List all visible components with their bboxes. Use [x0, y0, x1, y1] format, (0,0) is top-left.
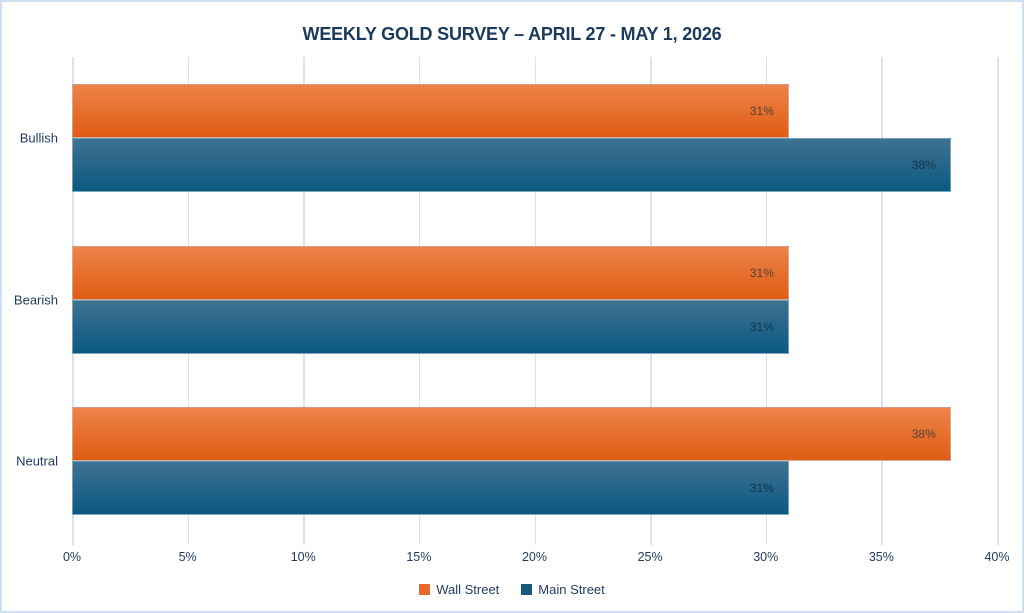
x-tick-label: 5%: [178, 550, 197, 564]
chart-title: WEEKLY GOLD SURVEY – APRIL 27 - MAY 1, 2…: [302, 24, 722, 44]
x-tick-label: 25%: [637, 550, 663, 564]
gridline: [881, 57, 883, 545]
x-tick-label: 10%: [290, 550, 316, 564]
x-axis-tick-labels: 0% 5% 10% 15% 20% 25% 30% 35% 40%: [2, 550, 1022, 566]
x-tick-label: 35%: [868, 550, 894, 564]
bar-value-label: 38%: [911, 157, 936, 172]
bar-value-label: 31%: [749, 265, 774, 280]
x-tick-label: 40%: [984, 550, 1010, 564]
legend-item-main-street: Main Street: [521, 582, 605, 597]
bar-main-street-bullish: 38%: [72, 137, 951, 192]
category-label-bullish: Bullish: [19, 130, 58, 146]
bar-wall-street-neutral: 38%: [72, 407, 951, 462]
legend-item-wall-street: Wall Street: [419, 582, 499, 597]
plot-area: 31% 38% 31% 31% 38% 31%: [72, 57, 999, 545]
bar-value-label: 31%: [749, 319, 774, 334]
bar-value-label: 31%: [749, 103, 774, 118]
x-tick-label: 20%: [521, 550, 548, 564]
bar-main-street-bearish: 31%: [72, 299, 789, 354]
bar-wall-street-bearish: 31%: [72, 245, 789, 300]
legend: Wall Street Main Street: [2, 582, 1022, 597]
bar-main-street-neutral: 31%: [72, 461, 789, 516]
wall-street-swatch-icon: [419, 584, 431, 595]
x-tick-label: 0%: [62, 550, 82, 564]
category-label-bearish: Bearish: [13, 292, 58, 307]
category-label-neutral: Neutral: [16, 453, 58, 469]
gridline: [997, 57, 999, 545]
legend-label-wall-street: Wall Street: [436, 582, 500, 597]
bar-wall-street-bullish: 31%: [72, 83, 789, 138]
bar-value-label: 38%: [911, 427, 936, 442]
category-axis-labels: Bullish Bearish Neutral: [2, 57, 58, 542]
bar-value-label: 31%: [749, 481, 774, 496]
x-tick-label: 30%: [753, 550, 779, 564]
x-tick-label: 15%: [406, 550, 432, 564]
main-street-swatch-icon: [521, 584, 533, 595]
legend-label-main-street: Main Street: [538, 582, 605, 597]
